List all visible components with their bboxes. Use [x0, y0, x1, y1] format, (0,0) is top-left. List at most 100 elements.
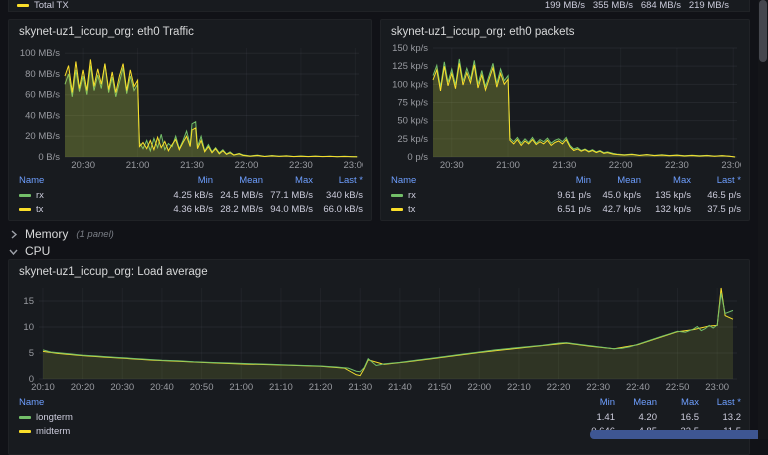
legend-min: 199 MB/s [544, 0, 585, 11]
legend-values: 199 MB/s 355 MB/s 684 MB/s 219 MB/s [537, 0, 729, 11]
packets-chart-area[interactable]: 20:30 21:00 21:30 22:00 22:30 23:00 0 p/s 25 kp… [381, 43, 749, 171]
series-toggle-rx[interactable]: rx [391, 190, 541, 201]
svg-text:22:50: 22:50 [666, 382, 690, 393]
svg-text:21:30: 21:30 [552, 160, 576, 171]
svg-text:80 MB/s: 80 MB/s [25, 69, 60, 80]
svg-text:22:00: 22:00 [609, 160, 633, 171]
legend-header-name[interactable]: Name [19, 175, 45, 186]
vertical-scrollbar[interactable] [758, 0, 768, 439]
row-title: Memory [25, 227, 69, 241]
svg-text:40 MB/s: 40 MB/s [25, 110, 60, 121]
svg-text:20:20: 20:20 [71, 382, 95, 393]
svg-text:0 p/s: 0 p/s [407, 152, 428, 163]
legend-header-min[interactable]: Min [575, 175, 591, 186]
legend-header-min[interactable]: Min [599, 397, 615, 408]
legend-min: 6.51 p/s [557, 203, 591, 215]
legend-header-row: Name Min Mean Max Last * [19, 395, 741, 410]
chevron-down-icon [9, 246, 23, 256]
svg-text:22:40: 22:40 [626, 382, 650, 393]
vertical-scrollbar-thumb[interactable] [759, 0, 767, 62]
legend-header-last[interactable]: Last * [716, 397, 741, 408]
svg-text:22:30: 22:30 [665, 160, 689, 171]
dashboard-row-cpu[interactable]: CPU [0, 243, 768, 259]
svg-text:20:10: 20:10 [31, 382, 55, 393]
legend-last: 37.5 p/s [707, 203, 741, 215]
legend-max: 684 MB/s [640, 0, 681, 11]
legend-header-min[interactable]: Min [197, 175, 213, 186]
svg-text:23:00: 23:00 [705, 382, 729, 393]
legend-header-mean[interactable]: Mean [617, 175, 641, 186]
svg-text:60 MB/s: 60 MB/s [25, 90, 60, 101]
series-color-dash [19, 207, 31, 211]
series-toggle-tx[interactable]: tx [391, 204, 541, 215]
series-toggle-tx[interactable]: tx [19, 204, 163, 215]
svg-text:125 kp/s: 125 kp/s [392, 61, 428, 72]
svg-text:0: 0 [29, 374, 34, 385]
legend-mean: 355 MB/s [592, 0, 633, 11]
dashboard-row-memory[interactable]: Memory (1 panel) [0, 225, 768, 243]
legend-header-max[interactable]: Max [681, 397, 699, 408]
svg-text:50 kp/s: 50 kp/s [397, 116, 428, 127]
load-chart-area[interactable]: 20:10 20:20 20:30 20:40 20:50 21:00 21:10 21:20… [9, 283, 749, 393]
panel-load-average: skynet-uz1_iccup_org: Load average 20:10… [8, 259, 750, 455]
svg-text:100 MB/s: 100 MB/s [20, 48, 60, 59]
bottom-scrollbar-thumb[interactable] [590, 430, 758, 439]
svg-text:10: 10 [23, 322, 34, 333]
panel-eth0-traffic: skynet-uz1_iccup_org: eth0 Traffic 20:30… [8, 19, 372, 221]
series-toggle-rx[interactable]: rx [19, 190, 163, 201]
svg-text:20:50: 20:50 [190, 382, 214, 393]
series-toggle-midterm[interactable]: midterm [19, 426, 573, 437]
svg-text:25 kp/s: 25 kp/s [397, 134, 428, 145]
svg-text:23:00: 23:00 [343, 160, 363, 171]
legend-mean: 24.5 MB/s [220, 189, 263, 201]
legend-last: 219 MB/s [688, 0, 729, 11]
cropped-panel-legend-row: Total TX 199 MB/s 355 MB/s 684 MB/s 219 … [8, 0, 750, 12]
legend-header-mean[interactable]: Mean [633, 397, 657, 408]
row-panel-count: (1 panel) [76, 228, 114, 240]
legend-header-max[interactable]: Max [673, 175, 691, 186]
network-panels-row: skynet-uz1_iccup_org: eth0 Traffic 20:30… [8, 19, 750, 221]
packets-chart[interactable]: 20:30 21:00 21:30 22:00 22:30 23:00 0 p/s 25 kp… [387, 43, 741, 171]
svg-text:15: 15 [23, 296, 34, 307]
traffic-chart-area[interactable]: 20:30 21:00 21:30 22:00 22:30 23:00 0 B/s 20 MB… [9, 43, 371, 171]
legend-min: 9.61 p/s [557, 189, 591, 201]
packets-legend: Name Min Mean Max Last * rx 9.61 p/s 45.… [381, 171, 749, 216]
series-color-dash [19, 193, 31, 197]
svg-text:21:40: 21:40 [388, 382, 412, 393]
svg-text:21:20: 21:20 [309, 382, 333, 393]
panel-title[interactable]: skynet-uz1_iccup_org: eth0 packets [391, 26, 575, 38]
panel-title[interactable]: skynet-uz1_iccup_org: Load average [19, 266, 208, 278]
svg-text:0 B/s: 0 B/s [38, 152, 60, 163]
legend-max: 16.5 [680, 411, 700, 423]
legend-header-mean[interactable]: Mean [239, 175, 263, 186]
svg-text:22:30: 22:30 [586, 382, 610, 393]
svg-text:21:50: 21:50 [428, 382, 452, 393]
panel-title[interactable]: skynet-uz1_iccup_org: eth0 Traffic [19, 26, 194, 38]
load-chart[interactable]: 20:10 20:20 20:30 20:40 20:50 21:00 21:10 21:20… [15, 283, 741, 393]
svg-text:150 kp/s: 150 kp/s [392, 43, 428, 54]
legend-mean: 4.20 [638, 411, 658, 423]
svg-text:75 kp/s: 75 kp/s [397, 98, 428, 109]
series-label: midterm [36, 425, 71, 437]
series-toggle-total-tx[interactable]: Total TX [17, 0, 69, 11]
series-color-dash [19, 429, 31, 433]
legend-header-last[interactable]: Last * [338, 175, 363, 186]
chevron-right-icon [9, 229, 23, 239]
legend-row-rx: rx 9.61 p/s 45.0 kp/s 135 kp/s 46.5 p/s [391, 188, 741, 202]
legend-min: 1.41 [596, 411, 616, 423]
legend-header-row: Name Min Mean Max Last * [391, 173, 741, 188]
svg-text:23:00: 23:00 [721, 160, 741, 171]
svg-text:21:10: 21:10 [269, 382, 293, 393]
legend-header-max[interactable]: Max [295, 175, 313, 186]
svg-text:22:30: 22:30 [289, 160, 313, 171]
legend-header-last[interactable]: Last * [716, 175, 741, 186]
series-label: tx [36, 203, 44, 215]
legend-row-longterm: longterm 1.41 4.20 16.5 13.2 [19, 410, 741, 424]
traffic-chart[interactable]: 20:30 21:00 21:30 22:00 22:30 23:00 0 B/s 20 MB… [15, 43, 363, 171]
legend-header-name[interactable]: Name [391, 175, 417, 186]
legend-max: 94.0 MB/s [270, 203, 313, 215]
svg-text:20 MB/s: 20 MB/s [25, 131, 60, 142]
series-toggle-longterm[interactable]: longterm [19, 412, 573, 423]
legend-header-name[interactable]: Name [19, 397, 45, 408]
legend-max: 77.1 MB/s [270, 189, 313, 201]
